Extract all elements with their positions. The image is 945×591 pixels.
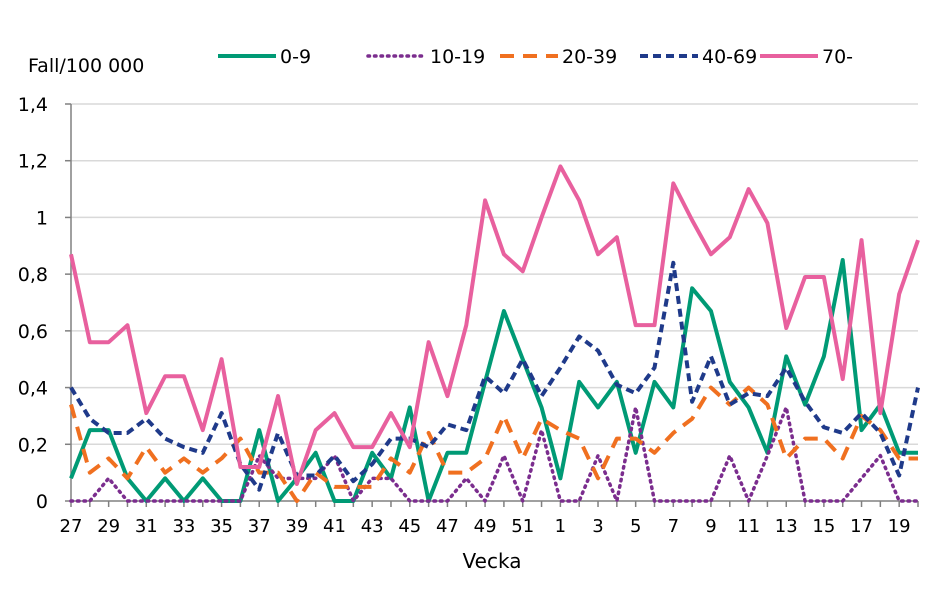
x-tick-label: 3: [592, 516, 603, 537]
y-axis-title: Fall/100 000: [28, 55, 144, 77]
x-tick-label: 1: [555, 516, 566, 537]
x-tick-label: 43: [361, 516, 384, 537]
legend-label: 20-39: [562, 46, 617, 68]
x-tick-label: 37: [248, 516, 271, 537]
axes: 00,20,40,60,811,21,427 29 31 33 35 37 39 41 43 45…: [18, 94, 919, 537]
x-tick-label: 49: [474, 516, 497, 537]
y-tick-label: 1,4: [18, 94, 48, 116]
series-line-0-9: [69, 257, 918, 503]
x-tick-label: 5: [630, 516, 641, 537]
series-lines: [69, 164, 920, 503]
x-tick-label: 9: [705, 516, 716, 537]
y-tick-label: 1,2: [18, 151, 48, 173]
x-tick-label: 29: [97, 516, 120, 537]
x-tick-label: 47: [436, 516, 459, 537]
x-tick-label: 39: [285, 516, 308, 537]
legend-label: 70-: [822, 46, 853, 68]
x-tick-label: 7: [668, 516, 679, 537]
series-line-40-69: [69, 260, 920, 492]
legend-label: 0-9: [280, 46, 311, 68]
series-line-10-19: [69, 405, 920, 503]
x-tick-label: 27: [60, 516, 83, 537]
x-tick-label: 51: [511, 516, 534, 537]
x-tick-label: 17: [850, 516, 873, 537]
x-tick-label: 35: [210, 516, 233, 537]
y-tick-label: 0,4: [18, 378, 48, 400]
legend-label: 40-69: [702, 46, 757, 68]
legend-label: 10-19: [430, 46, 485, 68]
x-tick-label: 41: [323, 516, 346, 537]
x-tick-label: 13: [775, 516, 798, 537]
x-tick-label: 33: [172, 516, 195, 537]
y-tick-label: 0: [36, 491, 48, 513]
gridlines: [71, 103, 918, 446]
y-tick-label: 1: [36, 207, 48, 229]
x-tick-label: 19: [888, 516, 911, 537]
x-tick-label: 45: [398, 516, 421, 537]
x-tick-label: 31: [135, 516, 158, 537]
series-line-70-: [69, 164, 920, 486]
x-tick-label: 11: [737, 516, 760, 537]
legend: 0-9 10-19 20-39 40-69 70-: [218, 46, 853, 68]
y-tick-label: 0,6: [18, 321, 48, 343]
x-axis-title: Vecka: [463, 549, 522, 573]
y-tick-label: 0,2: [18, 434, 48, 456]
y-tick-label: 0,8: [18, 264, 48, 286]
x-tick-label: 15: [812, 516, 835, 537]
